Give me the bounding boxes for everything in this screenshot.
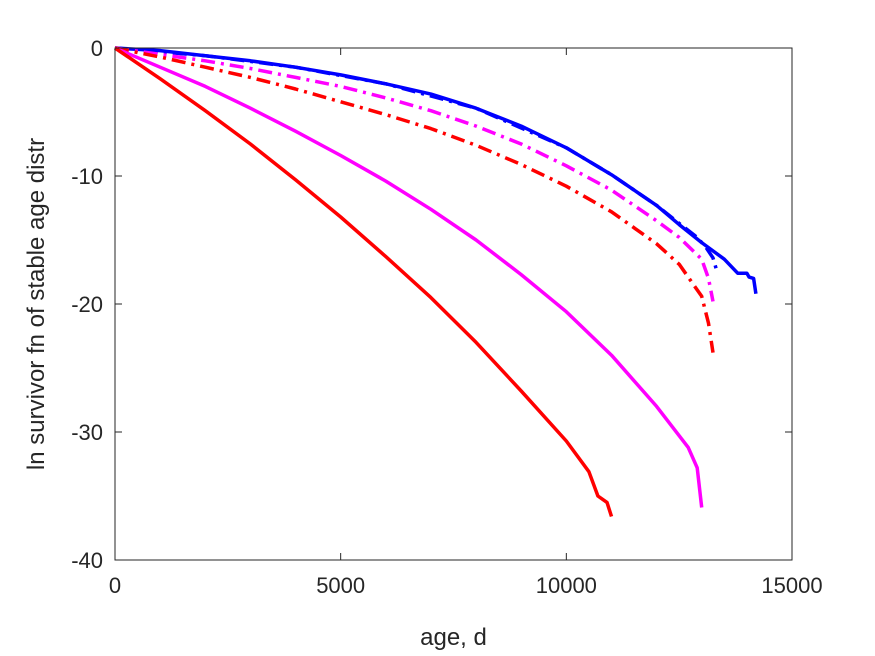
y-tick-label: -20 xyxy=(71,292,103,317)
y-axis-title: ln survivor fn of stable age distr xyxy=(23,138,50,470)
x-axis-title: age, d xyxy=(420,624,487,651)
x-tick-label: 10000 xyxy=(536,573,597,598)
plot-area xyxy=(115,48,792,560)
x-tick-label: 5000 xyxy=(316,573,365,598)
y-axis-ticks: 0 -10 -20 -30 -40 xyxy=(71,36,792,573)
series-line-2 xyxy=(114,46,720,274)
y-tick-label: -30 xyxy=(71,420,103,445)
series-line-3 xyxy=(114,46,715,302)
y-tick-label: 0 xyxy=(91,36,103,61)
series-line-6 xyxy=(114,46,614,518)
x-tick-label: 15000 xyxy=(761,573,822,598)
series-layer xyxy=(114,46,758,518)
series-line-5 xyxy=(114,46,704,508)
series-line-4 xyxy=(114,46,715,353)
y-tick-label: -10 xyxy=(71,164,103,189)
x-axis-ticks: 0 5000 10000 15000 xyxy=(109,48,823,598)
y-tick-label: -40 xyxy=(71,548,103,573)
x-tick-label: 0 xyxy=(109,573,121,598)
